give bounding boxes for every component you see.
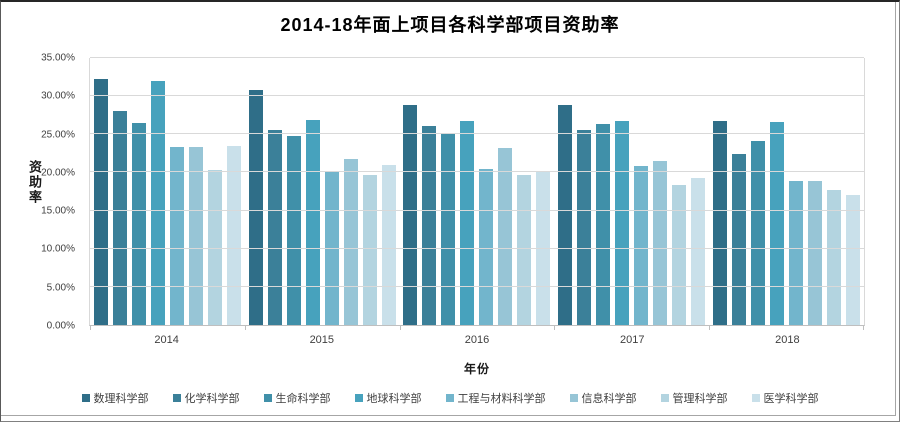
bar-工程与材料科学部 (169, 147, 184, 325)
legend-item-工程与材料科学部: 工程与材料科学部 (445, 390, 546, 406)
legend-item-化学科学部: 化学科学部 (172, 390, 240, 406)
bar-化学科学部 (112, 111, 127, 325)
y-axis-tick-label: 10.00% (41, 243, 75, 255)
bar-生命科学部 (441, 134, 456, 325)
x-axis-tick-label: 2015 (309, 334, 335, 346)
bar-地球科学部 (615, 120, 630, 325)
bar-信息科学部 (188, 147, 203, 325)
bar-信息科学部 (808, 180, 823, 325)
gridline (90, 285, 864, 287)
legend-label: 信息科学部 (581, 393, 637, 405)
bar-地球科学部 (770, 122, 785, 325)
bar-化学科学部 (577, 130, 592, 325)
legend-label: 化学科学部 (184, 393, 240, 405)
bar-地球科学部 (150, 80, 165, 325)
bar-地球科学部 (305, 119, 320, 325)
bar-工程与材料科学部 (789, 180, 804, 325)
bar-医学科学部 (381, 164, 396, 325)
legend-item-数理科学部: 数理科学部 (81, 390, 149, 406)
gridline (90, 209, 864, 211)
bar-生命科学部 (751, 141, 766, 325)
legend-item-管理科学部: 管理科学部 (660, 390, 728, 406)
y-axis-tick-label: 30.00% (41, 90, 75, 102)
legend-label: 生命科学部 (275, 393, 331, 405)
bar-医学科学部 (691, 177, 706, 325)
y-axis-title: 资助率 (27, 160, 42, 205)
x-axis-tick-mark (244, 326, 246, 330)
bar-地球科学部 (460, 120, 475, 325)
bar-groups-container (90, 58, 864, 325)
legend-label: 工程与材料科学部 (457, 393, 546, 405)
legend-label: 医学科学部 (763, 393, 819, 405)
gridline (90, 133, 864, 135)
x-axis-tick-labels: 2014 2015 2016 2017 2018 (89, 334, 865, 346)
x-axis-tick-label: 2016 (464, 334, 490, 346)
x-axis-tick-mark (554, 326, 556, 330)
bar-数理科学部 (558, 104, 573, 325)
y-axis-tick-label: 25.00% (41, 129, 75, 141)
bar-管理科学部 (672, 184, 687, 325)
x-axis-tick-mark (90, 326, 91, 330)
bar-化学科学部 (422, 125, 437, 325)
bar-信息科学部 (498, 148, 513, 325)
bar-生命科学部 (131, 122, 146, 325)
legend-swatch-icon (81, 394, 90, 402)
plot-area (89, 57, 865, 330)
bar-数理科学部 (248, 90, 263, 325)
bar-工程与材料科学部 (634, 165, 649, 325)
bar-生命科学部 (286, 135, 301, 325)
legend-label: 地球科学部 (366, 393, 422, 405)
legend-label: 数理科学部 (93, 393, 149, 405)
bar-数理科学部 (403, 104, 418, 325)
legend-swatch-icon (660, 394, 669, 402)
bar-group-2015 (245, 58, 400, 325)
bar-医学科学部 (846, 195, 861, 325)
x-axis-tick-label: 2014 (154, 334, 179, 346)
x-axis-tick-label: 2018 (775, 334, 800, 346)
bar-工程与材料科学部 (324, 172, 339, 325)
x-axis-title: 年份 (463, 362, 490, 376)
legend: 数理科学部 化学科学部 生命科学部 地球科学部 工程与材料科学部 信息科学部 管理科学部 医学… (1, 390, 899, 406)
bar-医学科学部 (226, 145, 241, 325)
bar-信息科学部 (343, 158, 358, 325)
y-axis-tick-label: 35.00% (41, 52, 75, 64)
gridline (90, 171, 864, 173)
legend-swatch-icon (445, 394, 454, 402)
x-axis-tick-mark (709, 326, 711, 330)
gridline (90, 95, 864, 97)
bar-group-2018 (709, 58, 864, 325)
legend-swatch-icon (751, 394, 760, 402)
x-axis-tick-mark (399, 326, 401, 330)
legend-swatch-icon (172, 394, 181, 402)
gridline (90, 247, 864, 249)
legend-item-生命科学部: 生命科学部 (263, 390, 331, 406)
bar-数理科学部 (713, 121, 728, 325)
bar-管理科学部 (362, 175, 377, 325)
legend-item-医学科学部: 医学科学部 (751, 390, 819, 406)
bar-信息科学部 (653, 161, 668, 325)
bar-化学科学部 (732, 154, 747, 325)
x-axis-tick-mark (863, 326, 864, 330)
y-axis-tick-label: 20.00% (41, 167, 75, 179)
legend-item-地球科学部: 地球科学部 (354, 390, 422, 406)
y-axis-tick-label: 0.00% (46, 320, 75, 332)
bar-管理科学部 (517, 175, 532, 325)
legend-swatch-icon (569, 394, 578, 402)
bar-管理科学部 (827, 189, 842, 325)
y-axis-tick-label: 5.00% (46, 282, 75, 294)
legend-swatch-icon (354, 394, 363, 402)
bar-化学科学部 (267, 130, 282, 325)
legend-item-信息科学部: 信息科学部 (569, 390, 637, 406)
legend-swatch-icon (263, 394, 272, 402)
gridline (90, 57, 864, 58)
chart-title: 2014-18年面上项目各科学部项目资助率 (280, 15, 620, 35)
y-axis-tick-labels: 0.00% 5.00% 10.00% 15.00% 20.00% 25.00% 30.00%… (1, 53, 81, 332)
y-axis-tick-label: 15.00% (41, 205, 75, 217)
bar-生命科学部 (596, 124, 611, 325)
bar-数理科学部 (93, 79, 108, 325)
legend-label: 管理科学部 (672, 393, 728, 405)
x-axis-tick-label: 2017 (619, 334, 645, 346)
